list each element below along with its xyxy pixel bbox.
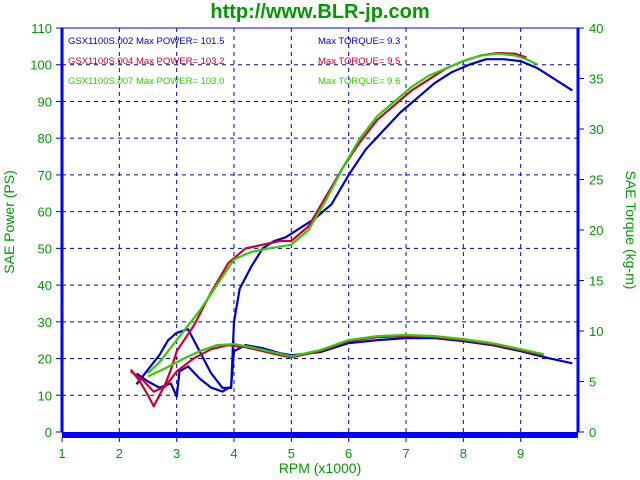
- y-left-tick-label: 50: [38, 241, 52, 256]
- x-axis-title: RPM (x1000): [279, 460, 361, 476]
- x-tick-label: 5: [288, 446, 295, 461]
- y-left-tick-label: 100: [30, 58, 52, 73]
- legend: GSX1100S.002 Max POWER= 101.5 Max TORQUE=…: [68, 36, 400, 87]
- x-tick-label: 6: [345, 446, 352, 461]
- legend-power-entry: GSX1100S.002 Max POWER= 101.5: [68, 36, 224, 47]
- y-right-tick-label: 10: [589, 324, 603, 339]
- y-left-tick-label: 0: [45, 425, 52, 440]
- y-left-axis-title: SAE Power (PS): [1, 170, 17, 273]
- y-right-tick-label: 40: [589, 21, 603, 36]
- y-right-tick-label: 35: [589, 72, 603, 87]
- series-lines: [129, 51, 573, 408]
- grid: [62, 28, 578, 432]
- power-line-gsx1100s-002: [135, 58, 573, 389]
- y-left-tick-label: 90: [38, 94, 52, 109]
- x-tick-label: 7: [402, 446, 409, 461]
- y-left-tick-label: 110: [31, 21, 52, 36]
- y-right-tick-label: 5: [589, 375, 596, 390]
- legend-power-entry: GSX1100S.007 Max POWER= 103.0: [68, 76, 224, 87]
- y-right-tick-label: 30: [589, 122, 603, 137]
- power-line-gsx1100s-004: [129, 51, 527, 408]
- x-tick-label: 3: [173, 446, 180, 461]
- y-right-tick-label: 15: [589, 274, 603, 289]
- legend-torque-entry: Max TORQUE= 9.5: [318, 56, 400, 67]
- y-left-tick-label: 10: [38, 388, 52, 403]
- y-right-tick-label: 20: [589, 223, 603, 238]
- power-line-gsx1100s-007: [147, 52, 539, 374]
- y-left-tick-label: 40: [38, 278, 52, 293]
- y-right-axis-title: SAE Torque (kg-m): [623, 171, 639, 290]
- x-tick-label: 4: [230, 446, 237, 461]
- x-axis-bar: [62, 432, 578, 438]
- y-left-tick-label: 20: [38, 352, 52, 367]
- y-left-tick-label: 30: [38, 315, 52, 330]
- legend-power-entry: GSX1100S.004 Max POWER= 103.2: [68, 56, 224, 67]
- y-right-tick-label: 0: [589, 425, 596, 440]
- site-title: http://www.BLR-jp.com: [210, 1, 429, 23]
- y-left-tick-label: 60: [38, 205, 52, 220]
- legend-torque-entry: Max TORQUE= 9.3: [318, 36, 400, 47]
- y-right-tick-label: 25: [589, 173, 603, 188]
- x-tick-label: 9: [517, 446, 524, 461]
- x-tick-label: 1: [58, 446, 65, 461]
- torque-line-gsx1100s-007: [147, 333, 544, 378]
- x-tick-label: 8: [460, 446, 467, 461]
- legend-torque-entry: Max TORQUE= 9.6: [318, 76, 400, 87]
- x-tick-label: 2: [116, 446, 123, 461]
- y-left-tick-label: 70: [38, 168, 52, 183]
- y-left-tick-label: 80: [38, 131, 52, 146]
- axis-ticks: 1 2 3 4 5 6 7 8 90102030405060708090100110051015…: [30, 21, 603, 461]
